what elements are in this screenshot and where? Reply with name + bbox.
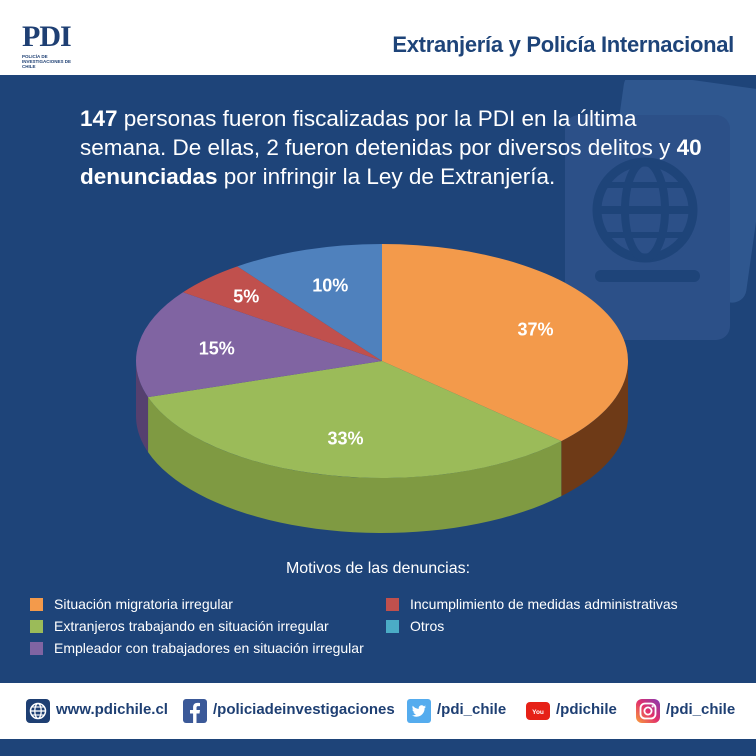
facebook-text: /policiadeinvestigaciones — [213, 701, 395, 718]
logo-text: PDI — [22, 20, 72, 53]
headline: 147 personas fueron fiscalizadas por la … — [80, 104, 720, 191]
pie-label-otros: 10% — [312, 275, 348, 295]
pie-label-situacion-migratoria-irregular: 37% — [517, 319, 553, 339]
pie-slice-empleador-con-trabajadores-en-situacion-irregular — [136, 292, 382, 398]
pie-slice-incumplimiento-de-medidas-administrativas — [182, 266, 382, 361]
legend-swatch — [386, 620, 399, 633]
legend-label: Otros — [410, 618, 445, 634]
legend-label: Empleador con trabajadores en situación … — [54, 640, 364, 656]
legend: Situación migratoria irregular Extranjer… — [30, 596, 730, 666]
web-text: www.pdichile.cl — [56, 701, 168, 718]
svg-text:You: You — [532, 709, 544, 716]
bottom-band — [0, 739, 756, 756]
pie-label-incumplimiento-de-medidas-administrativas: 5% — [233, 287, 259, 307]
headline-count: 147 — [80, 106, 118, 131]
header-title: Extranjería y Policía Internacional — [392, 32, 734, 57]
pie-side-empleador-con-trabajadores-en-situacion-irregular — [136, 361, 149, 453]
pie-label-extranjeros-trabajando-en-situacion-irregular: 33% — [327, 429, 363, 449]
passport-icon — [565, 80, 756, 340]
pie-sides — [136, 361, 628, 533]
instagram-text: /pdi_chile — [666, 701, 736, 718]
facebook-icon — [183, 699, 207, 723]
globe-icon — [26, 699, 50, 723]
logo-subtext: POLICÍA DE INVESTIGACIONES DE CHILE — [22, 54, 72, 69]
footer-bar: www.pdichile.cl /policiadeinvestigacione… — [0, 683, 756, 739]
pie-slices — [136, 244, 628, 478]
legend-swatch — [30, 642, 43, 655]
twitter-icon — [407, 699, 431, 723]
legend-swatch — [30, 620, 43, 633]
pie-side-situacion-migratoria-irregular — [561, 361, 628, 497]
pie-label-empleador-con-trabajadores-en-situacion-irregular: 15% — [199, 339, 235, 359]
pie-side-extranjeros-trabajando-en-situacion-irregular — [148, 397, 562, 533]
legend-label: Extranjeros trabajando en situación irre… — [54, 618, 329, 634]
pdi-logo: PDI POLICÍA DE INVESTIGACIONES DE CHILE — [22, 20, 82, 70]
pie-slice-otros — [237, 244, 382, 361]
legend-swatch — [30, 598, 43, 611]
youtube-icon: You — [526, 702, 550, 720]
header-bar: PDI POLICÍA DE INVESTIGACIONES DE CHILE … — [0, 0, 756, 75]
headline-text-2: por infringir la Ley de Extranjería. — [217, 164, 556, 189]
pie-chart: 37% 33% 15% 5% 10% — [136, 244, 628, 533]
headline-denunciadas: 40 denunciadas — [80, 135, 702, 189]
legend-label: Situación migratoria irregular — [54, 596, 233, 612]
youtube-text: /pdichile — [556, 701, 617, 718]
pie-slice-situacion-migratoria-irregular — [382, 244, 628, 442]
pie-slice-extranjeros-trabajando-en-situacion-irregular — [148, 361, 562, 478]
legend-label: Incumplimiento de medidas administrativa… — [410, 596, 678, 612]
twitter-text: /pdi_chile — [437, 701, 507, 718]
legend-title: Motivos de las denuncias: — [285, 560, 471, 577]
instagram-icon — [636, 699, 660, 723]
headline-text-1: personas fueron fiscalizadas por la PDI … — [80, 106, 677, 160]
pie-labels: 37% 33% 15% 5% 10% — [199, 275, 554, 448]
legend-swatch — [386, 598, 399, 611]
